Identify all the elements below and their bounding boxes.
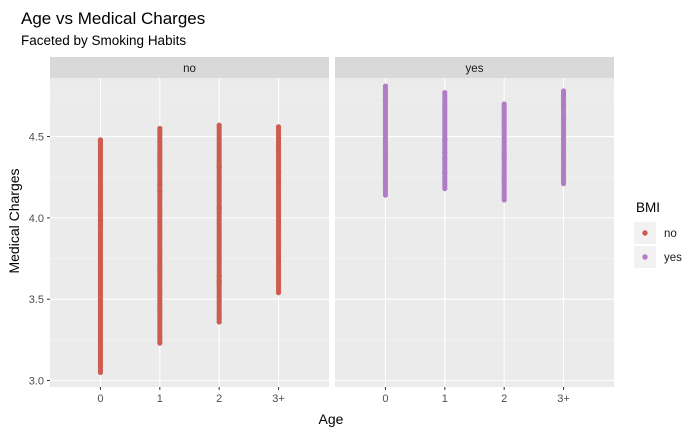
data-point: [560, 131, 567, 137]
legend-entry-yes: yes: [634, 246, 682, 268]
data-point: [157, 125, 163, 132]
x-tick-label: 1: [157, 393, 163, 405]
point-column-3+: [275, 124, 282, 296]
point-column-1: [157, 125, 163, 346]
data-point: [382, 162, 389, 168]
data-point: [216, 205, 222, 211]
chart-subtitle: Faceted by Smoking Habits: [21, 33, 186, 48]
data-point: [157, 181, 163, 187]
data-point: [442, 137, 448, 143]
data-point: [442, 155, 448, 161]
data-point: [382, 97, 389, 103]
data-point: [560, 102, 567, 108]
x-tick-label: 1: [442, 393, 448, 405]
data-point: [275, 168, 282, 174]
data-point: [560, 116, 567, 122]
data-point: [382, 92, 389, 98]
y-axis-label: Medical Charges: [6, 168, 22, 273]
panel-background: [335, 78, 614, 387]
data-point: [216, 164, 222, 170]
facet-strip-label: no: [183, 63, 196, 75]
data-point: [275, 271, 282, 277]
point-column-3+: [560, 88, 567, 187]
facet-strip: [335, 57, 614, 78]
data-point: [560, 152, 567, 158]
x-tick-label: 0: [97, 393, 103, 405]
data-point: [501, 104, 507, 110]
data-point: [442, 170, 448, 176]
y-tick-label: 3.5: [29, 294, 44, 306]
y-tick-label: 4.5: [29, 132, 44, 144]
data-point: [157, 303, 163, 309]
data-point: [97, 213, 104, 219]
data-point: [382, 83, 389, 89]
data-point: [97, 298, 104, 305]
x-tick-label: 0: [382, 393, 388, 405]
y-tick-label: 3.0: [29, 375, 44, 387]
x-tick-label: 2: [216, 393, 222, 405]
legend-entry-label: yes: [664, 252, 682, 264]
data-point: [560, 170, 567, 177]
data-point: [501, 175, 507, 181]
data-point: [442, 149, 448, 156]
point-column-2: [501, 101, 507, 203]
x-tick-label: 3+: [557, 393, 570, 405]
data-point: [216, 278, 222, 284]
data-point: [216, 273, 222, 279]
x-tick-label: 3+: [272, 393, 285, 405]
legend-entry-label: no: [664, 228, 677, 240]
data-point: [97, 217, 104, 223]
data-point: [382, 152, 389, 158]
y-axis: 3.0 3.5 4.0 4.5: [29, 132, 50, 387]
point-column-1: [442, 90, 448, 192]
x-axis-label: Age: [319, 411, 344, 427]
data-point: [382, 145, 389, 151]
data-point: [157, 188, 163, 194]
data-point: [157, 150, 163, 157]
panel-background: [50, 78, 329, 387]
data-point: [442, 107, 448, 113]
chart-title: Age vs Medical Charges: [21, 9, 205, 28]
facet-strip: [50, 57, 329, 78]
data-point: [97, 138, 104, 144]
data-point: [157, 267, 163, 274]
facet-strip-label: yes: [466, 63, 484, 75]
data-point: [442, 90, 448, 96]
data-point: [157, 162, 163, 169]
data-point: [97, 222, 104, 228]
point-column-2: [216, 122, 222, 325]
legend-key-point: [642, 230, 648, 236]
data-point: [275, 145, 282, 151]
data-point: [501, 113, 507, 119]
x-tick-label: 2: [501, 393, 507, 405]
legend-entry-no: no: [634, 222, 677, 244]
y-tick-label: 4.0: [29, 213, 44, 225]
data-point: [275, 229, 282, 235]
data-point: [275, 124, 282, 130]
data-point: [560, 88, 567, 94]
data-point: [501, 155, 507, 161]
data-point: [275, 150, 282, 156]
data-point: [216, 122, 222, 128]
legend-key-point: [642, 254, 648, 260]
data-point: [275, 212, 282, 218]
facet-panel-yes: yes 0 1 2 3+: [335, 57, 614, 405]
data-point: [501, 125, 507, 131]
point-column-0: [97, 137, 104, 375]
facet-panel-no: no 0 1 2 3+: [50, 57, 329, 405]
point-column-0: [382, 83, 389, 198]
legend-title: BMI: [636, 200, 660, 215]
